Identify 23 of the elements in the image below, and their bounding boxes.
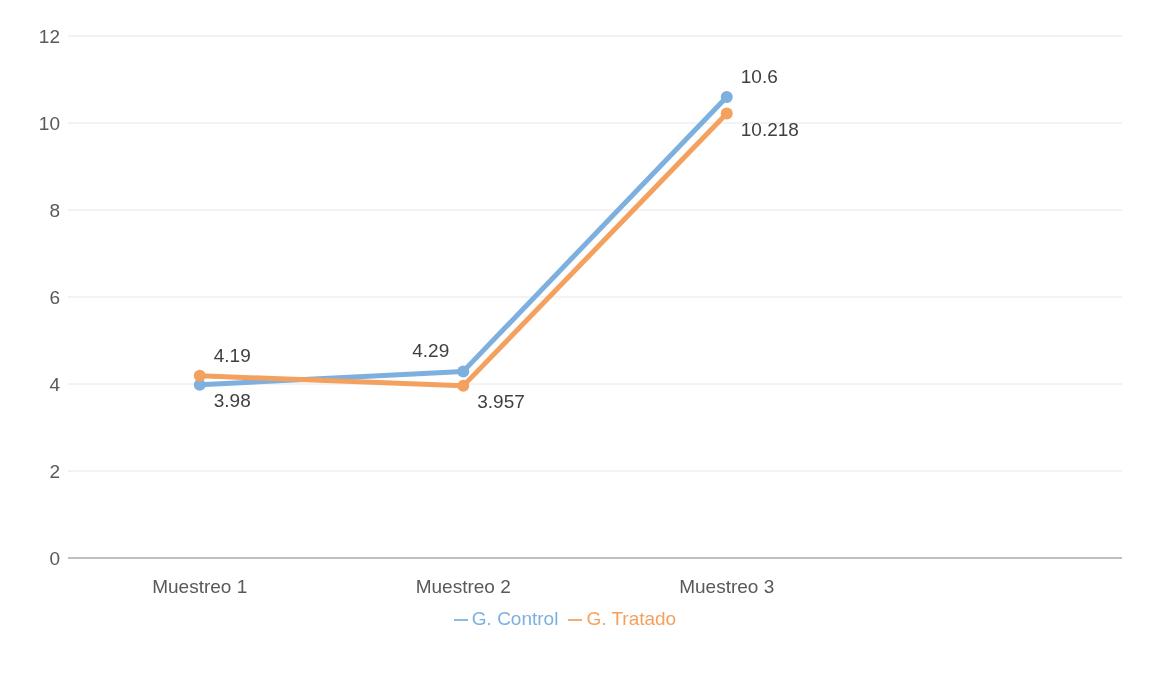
point xyxy=(457,365,470,378)
y-tick-label: 10 xyxy=(38,112,60,134)
x-tick-label: Muestreo 3 xyxy=(679,576,775,598)
data-label: 10.6 xyxy=(740,65,778,87)
y-tick-label: 8 xyxy=(49,199,60,221)
y-tick-label: 2 xyxy=(49,460,60,482)
data-label: 10.218 xyxy=(740,118,799,140)
data-label: 4.19 xyxy=(213,344,251,366)
legend-label: G. Control xyxy=(471,608,559,629)
legend-label: G. Tratado xyxy=(586,608,677,629)
x-tick-label: Muestreo 1 xyxy=(152,576,248,598)
y-tick-label: 12 xyxy=(38,25,60,47)
point xyxy=(720,90,733,103)
y-tick-label: 0 xyxy=(49,547,60,569)
data-label: 3.957 xyxy=(477,390,525,412)
point xyxy=(720,107,733,120)
y-tick-label: 4 xyxy=(49,373,61,395)
x-tick-label: Muestreo 2 xyxy=(415,576,511,598)
point xyxy=(457,379,470,392)
point xyxy=(193,369,206,382)
data-label: 4.29 xyxy=(412,340,450,362)
y-tick-label: 6 xyxy=(49,286,60,308)
data-label: 3.98 xyxy=(213,389,251,411)
